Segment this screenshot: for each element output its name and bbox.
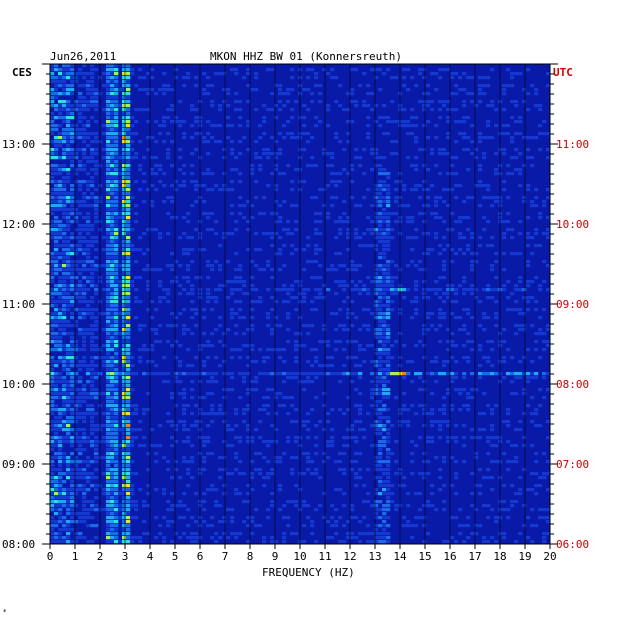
x-tick-label-14: 14 bbox=[393, 550, 407, 563]
header-date: Jun26,2011 bbox=[50, 50, 116, 63]
y-left-tick-label: 08:00 bbox=[2, 538, 35, 551]
x-tick-label-6: 6 bbox=[197, 550, 204, 563]
header-title: MKON HHZ BW 01 (Konnersreuth) bbox=[210, 50, 402, 63]
footer-mark: * bbox=[3, 608, 7, 616]
x-tick-label-17: 17 bbox=[468, 550, 481, 563]
x-tick-label-10: 10 bbox=[293, 550, 306, 563]
y-right-tick-label: 09:00 bbox=[556, 298, 589, 311]
x-tick-label-16: 16 bbox=[443, 550, 456, 563]
x-tick-label-15: 15 bbox=[418, 550, 431, 563]
x-tick-label-8: 8 bbox=[247, 550, 254, 563]
x-tick-label-20: 20 bbox=[543, 550, 556, 563]
y-right-tick-label: 11:00 bbox=[556, 138, 589, 151]
x-tick-label-9: 9 bbox=[272, 550, 279, 563]
right-axis-label: UTC bbox=[553, 66, 573, 79]
x-tick-label-13: 13 bbox=[368, 550, 381, 563]
x-tick-label-4: 4 bbox=[147, 550, 154, 563]
x-tick-label-1: 1 bbox=[72, 550, 79, 563]
y-right-tick-label: 08:00 bbox=[556, 378, 589, 391]
y-right-tick-label: 07:00 bbox=[556, 458, 589, 471]
x-axis-ticks: 0 1 2 3 4 5 6 7 8 9 10 11 12 13 14 15 16 17 18 19 20 bbox=[47, 544, 557, 563]
x-tick-label-0: 0 bbox=[47, 550, 54, 563]
x-tick-label-3: 3 bbox=[122, 550, 129, 563]
frequency-gridlines bbox=[49, 63, 551, 545]
y-left-tick-label: 12:00 bbox=[2, 218, 35, 231]
x-tick-label-11: 11 bbox=[318, 550, 331, 563]
x-axis-label: FREQUENCY (HZ) bbox=[262, 566, 355, 579]
y-right-tick-label: 06:00 bbox=[556, 538, 589, 551]
x-tick-label-2: 2 bbox=[97, 550, 104, 563]
y-left-tick-label: 13:00 bbox=[2, 138, 35, 151]
y-right-tick-label: 10:00 bbox=[556, 218, 589, 231]
x-tick-label-19: 19 bbox=[518, 550, 531, 563]
x-tick-label-18: 18 bbox=[493, 550, 506, 563]
left-axis-label: CES bbox=[12, 66, 32, 79]
y-left-tick-label: 09:00 bbox=[2, 458, 35, 471]
y-left-tick-label: 11:00 bbox=[2, 298, 35, 311]
x-tick-label-12: 12 bbox=[343, 550, 356, 563]
x-tick-label-5: 5 bbox=[172, 550, 179, 563]
y-left-tick-label: 10:00 bbox=[2, 378, 35, 391]
y-axis-right-ticks: 06:00 07:00 08:00 09:00 10:00 11:00 bbox=[550, 63, 589, 551]
x-tick-label-7: 7 bbox=[222, 550, 229, 563]
y-axis-left-ticks: 08:00 09:00 10:00 11:00 12:00 13:00 bbox=[2, 63, 50, 551]
